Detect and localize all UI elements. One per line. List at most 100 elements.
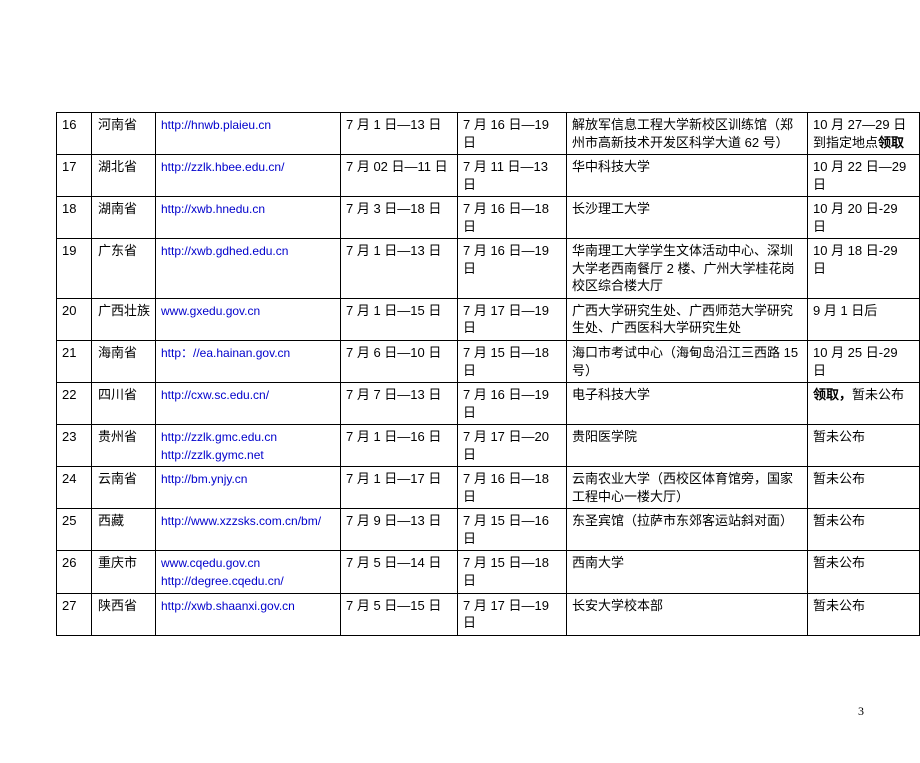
row-index: 27 — [57, 593, 92, 635]
row-index: 16 — [57, 113, 92, 155]
province-cell: 湖北省 — [92, 155, 156, 197]
page-number: 3 — [858, 704, 864, 719]
url-cell: http://hnwb.plaieu.cn — [156, 113, 341, 155]
url-link[interactable]: http://cxw.sc.edu.cn/ — [161, 388, 269, 402]
row-index: 20 — [57, 298, 92, 340]
date1-cell: 7 月 02 日—11 日 — [341, 155, 458, 197]
url-cell: www.cqedu.gov.cn http://degree.cqedu.cn/ — [156, 551, 341, 593]
date3-cell: 暂未公布 — [808, 425, 920, 467]
province-cell: 广西壮族 — [92, 298, 156, 340]
date1-cell: 7 月 1 日—17 日 — [341, 467, 458, 509]
place-cell: 云南农业大学（西校区体育馆旁，国家工程中心一楼大厅） — [567, 467, 808, 509]
province-cell: 陕西省 — [92, 593, 156, 635]
place-cell: 贵阳医学院 — [567, 425, 808, 467]
url-cell: http://bm.ynjy.cn — [156, 467, 341, 509]
row-index: 18 — [57, 197, 92, 239]
place-cell: 长安大学校本部 — [567, 593, 808, 635]
url-cell: http://xwb.shaanxi.gov.cn — [156, 593, 341, 635]
url-link[interactable]: http://hnwb.plaieu.cn — [161, 118, 271, 132]
date2-cell: 7 月 17 日—20 日 — [458, 425, 567, 467]
date2-cell: 7 月 16 日—19 日 — [458, 113, 567, 155]
date3-cell: 暂未公布 — [808, 593, 920, 635]
province-cell: 广东省 — [92, 239, 156, 299]
table-row: 19广东省 http://xwb.gdhed.edu.cn 7 月 1 日—13 日… — [57, 239, 920, 299]
url-link[interactable]: www.gxedu.gov.cn — [161, 304, 260, 318]
date1-cell: 7 月 1 日—16 日 — [341, 425, 458, 467]
url-cell: http://zzlk.gmc.edu.cn http://zzlk.gymc.n… — [156, 425, 341, 467]
date1-cell: 7 月 1 日—13 日 — [341, 113, 458, 155]
date1-cell: 7 月 9 日—13 日 — [341, 509, 458, 551]
url-link[interactable]: http：//ea.hainan.gov.cn — [161, 346, 290, 360]
date1-cell: 7 月 5 日—14 日 — [341, 551, 458, 593]
url-cell: http://zzlk.hbee.edu.cn/ — [156, 155, 341, 197]
schedule-table: 16河南省http://hnwb.plaieu.cn7 月 1 日—13 日7 … — [56, 112, 920, 636]
date3-cell: 暂未公布 — [808, 509, 920, 551]
place-cell: 解放军信息工程大学新校区训练馆（郑州市高新技术开发区科学大道 62 号） — [567, 113, 808, 155]
place-cell: 华中科技大学 — [567, 155, 808, 197]
url-cell: http://xwb.gdhed.edu.cn — [156, 239, 341, 299]
table-row: 23贵州省http://zzlk.gmc.edu.cnhttp://zzlk.g… — [57, 425, 920, 467]
date2-cell: 7 月 16 日—19 日 — [458, 239, 567, 299]
place-cell: 海口市考试中心（海甸岛沿江三西路 15 号） — [567, 341, 808, 383]
url-link[interactable]: http://zzlk.hbee.edu.cn/ — [161, 160, 284, 174]
row-index: 23 — [57, 425, 92, 467]
row-index: 24 — [57, 467, 92, 509]
date2-cell: 7 月 17 日—19 日 — [458, 298, 567, 340]
date3-cell: 暂未公布 — [808, 467, 920, 509]
url-cell: www.gxedu.gov.cn — [156, 298, 341, 340]
table-row: 18湖南省http://xwb.hnedu.cn7 月 3 日—18 日7 月 … — [57, 197, 920, 239]
province-cell: 云南省 — [92, 467, 156, 509]
place-cell: 广西大学研究生处、广西师范大学研究生处、广西医科大学研究生处 — [567, 298, 808, 340]
date1-cell: 7 月 6 日—10 日 — [341, 341, 458, 383]
date1-cell: 7 月 7 日—13 日 — [341, 383, 458, 425]
url-link[interactable]: http://xwb.hnedu.cn — [161, 202, 265, 216]
table-row: 16河南省 http://hnwb.plaieu.cn 7 月 1 日—13 日7 … — [57, 113, 920, 155]
bold-text: 领取， — [813, 387, 852, 402]
date3-cell: 10 月 20 日-29 日 — [808, 197, 920, 239]
url-link[interactable]: http://zzlk.gmc.edu.cn — [161, 430, 277, 444]
date1-cell: 7 月 1 日—13 日 — [341, 239, 458, 299]
date2-cell: 7 月 11 日—13 日 — [458, 155, 567, 197]
date3-cell: 10 月 25 日-29 日 — [808, 341, 920, 383]
date3-cell: 10 月 22 日—29 日 — [808, 155, 920, 197]
url-cell: http：//ea.hainan.gov.cn — [156, 341, 341, 383]
date1-cell: 7 月 1 日—15 日 — [341, 298, 458, 340]
place-cell: 长沙理工大学 — [567, 197, 808, 239]
url-link[interactable]: http://www.xzzsks.com.cn/bm/ — [161, 514, 321, 528]
url-cell: http://xwb.hnedu.cn — [156, 197, 341, 239]
table-row: 20广西壮族 www.gxedu.gov.cn 7 月 1 日—15 日7 月 17… — [57, 298, 920, 340]
url-link[interactable]: http://xwb.shaanxi.gov.cn — [161, 599, 295, 613]
table-row: 25西藏 http://www.xzzsks.com.cn/bm/7 月 9 日—… — [57, 509, 920, 551]
url-link[interactable]: http://zzlk.gymc.net — [161, 448, 264, 462]
row-index: 22 — [57, 383, 92, 425]
url-link[interactable]: http://degree.cqedu.cn/ — [161, 574, 284, 588]
url-link[interactable]: http://xwb.gdhed.edu.cn — [161, 244, 288, 258]
row-index: 19 — [57, 239, 92, 299]
date1-cell: 7 月 5 日—15 日 — [341, 593, 458, 635]
date3-cell: 暂未公布 — [808, 551, 920, 593]
province-cell: 四川省 — [92, 383, 156, 425]
table-row: 26重庆市www.cqedu.gov.cnhttp://degree.cqedu… — [57, 551, 920, 593]
province-cell: 海南省 — [92, 341, 156, 383]
date2-cell: 7 月 16 日—18 日 — [458, 467, 567, 509]
date2-cell: 7 月 16 日—19 日 — [458, 383, 567, 425]
date3-cell: 领取，暂未公布 — [808, 383, 920, 425]
place-cell: 西南大学 — [567, 551, 808, 593]
bold-text: 领取 — [878, 135, 904, 150]
province-cell: 西藏 — [92, 509, 156, 551]
place-cell: 电子科技大学 — [567, 383, 808, 425]
url-link[interactable]: www.cqedu.gov.cn — [161, 556, 260, 570]
url-link[interactable]: http://bm.ynjy.cn — [161, 472, 247, 486]
date2-cell: 7 月 16 日—18 日 — [458, 197, 567, 239]
table-row: 21海南省http：//ea.hainan.gov.cn7 月 6 日—10 日… — [57, 341, 920, 383]
row-index: 25 — [57, 509, 92, 551]
table-row: 22四川省 http://cxw.sc.edu.cn/7 月 7 日—13 日7 … — [57, 383, 920, 425]
date1-cell: 7 月 3 日—18 日 — [341, 197, 458, 239]
table-row: 27陕西省 http://xwb.shaanxi.gov.cn 7 月 5 日—15… — [57, 593, 920, 635]
table-row: 24云南省 http://bm.ynjy.cn 7 月 1 日—17 日7 月 16… — [57, 467, 920, 509]
province-cell: 河南省 — [92, 113, 156, 155]
date2-cell: 7 月 15 日—18 日 — [458, 341, 567, 383]
province-cell: 贵州省 — [92, 425, 156, 467]
date2-cell: 7 月 17 日—19 日 — [458, 593, 567, 635]
place-cell: 华南理工大学学生文体活动中心、深圳大学老西南餐厅 2 楼、广州大学桂花岗校区综合… — [567, 239, 808, 299]
